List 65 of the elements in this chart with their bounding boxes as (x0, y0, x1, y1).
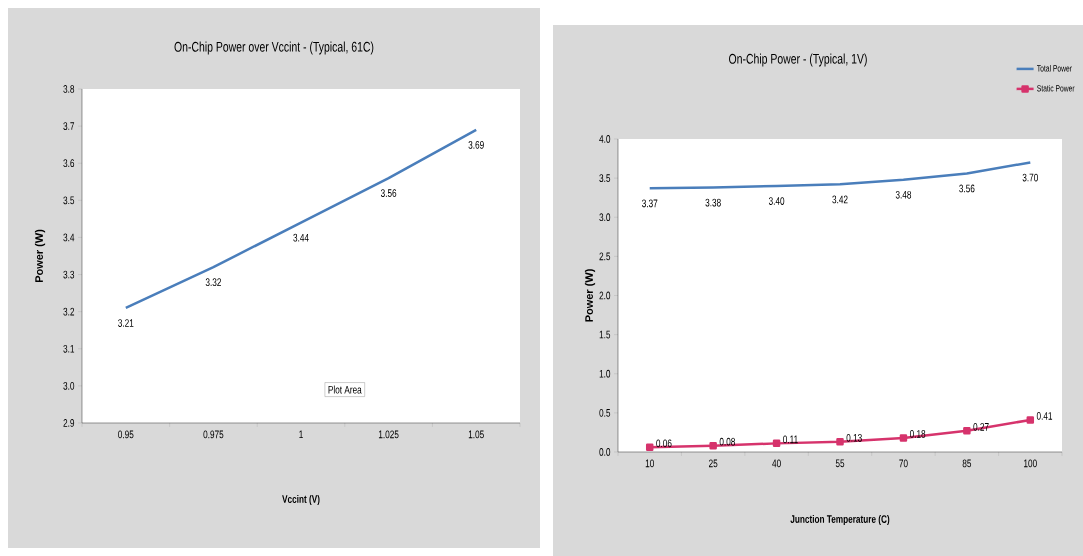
x-tick-label: 55 (835, 459, 845, 468)
x-axis-title: Vccint (V) (282, 494, 320, 506)
data-label: 0.27 (973, 422, 989, 431)
x-tick-label: 40 (772, 459, 781, 468)
y-tick-label: 3.0 (63, 382, 75, 390)
x-tick-label: 1 (299, 430, 303, 439)
point (709, 441, 717, 450)
x-tick-label: 70 (899, 459, 908, 468)
x-axis-title: Junction Temperature (C) (790, 514, 890, 526)
x-tick-label: 0.975 (203, 430, 224, 439)
y-tick-label: 1.5 (599, 330, 611, 339)
y-tick-label: 3.2 (63, 307, 75, 316)
data-label: 3.37 (642, 199, 658, 208)
data-label: 3.48 (895, 190, 912, 199)
y-tick-label: 2.0 (599, 291, 611, 300)
data-label: 3.38 (705, 198, 721, 207)
legend-label: Total Power (1036, 64, 1072, 72)
y-tick-label: 4.0 (599, 135, 611, 143)
data-label: 3.42 (832, 195, 848, 204)
data-label: 3.56 (380, 189, 397, 198)
point (1026, 416, 1035, 424)
data-label: 3.32 (205, 278, 221, 287)
x-tick-label: 85 (962, 459, 972, 468)
y-tick-label: 0.5 (599, 408, 611, 417)
x-tick-label: 1.05 (468, 430, 484, 439)
data-label: 0.06 (656, 439, 672, 448)
data-label: 3.69 (468, 141, 484, 149)
data-label: 0.11 (783, 435, 798, 444)
y-tick-label: 0.0 (599, 448, 611, 456)
legend-label: Static Power (1037, 84, 1075, 92)
chart-title: On-Chip Power - (Typical, 1V) (729, 53, 867, 67)
data-label: 3.56 (959, 184, 975, 193)
y-tick-label: 2.5 (599, 252, 611, 261)
y-tick-label: 3.6 (63, 159, 75, 168)
point (645, 443, 654, 452)
y-tick-label: 3.1 (63, 344, 75, 353)
data-label: 3.44 (293, 233, 309, 242)
data-label: 0.41 (1036, 412, 1053, 420)
point (963, 427, 971, 435)
y-tick-label: 3.5 (63, 196, 75, 205)
y-tick-label: 3.7 (63, 122, 75, 130)
x-tick-label: 1.025 (378, 430, 399, 439)
data-label: 0.08 (719, 437, 735, 446)
y-tick-label: 3.0 (599, 213, 611, 222)
y-tick-label: 3.4 (63, 233, 75, 242)
data-label: 3.70 (1022, 173, 1038, 182)
x-tick-label: 100 (1024, 459, 1037, 468)
chart-title: On-Chip Power over Vccint - (Typical, 61C) (174, 41, 374, 55)
data-label: 0.13 (846, 433, 862, 442)
data-label: 3.40 (768, 197, 785, 205)
x-tick-label: 25 (708, 459, 718, 468)
data-label: 3.21 (118, 319, 134, 327)
point (772, 439, 781, 448)
x-tick-label: 0.95 (118, 430, 134, 439)
y-axis-title: Power (W) (34, 229, 46, 283)
x-tick-label: 10 (645, 459, 654, 468)
point (899, 434, 908, 442)
y-tick-label: 2.9 (63, 419, 75, 427)
point (836, 438, 844, 446)
y-tick-label: 3.8 (63, 85, 75, 93)
y-axis-title: Power (W) (584, 269, 596, 322)
y-tick-label: 3.3 (63, 270, 75, 279)
y-tick-label: 3.5 (599, 174, 611, 182)
annotation: Plot Area (328, 385, 362, 394)
y-tick-label: 1.0 (599, 369, 611, 378)
